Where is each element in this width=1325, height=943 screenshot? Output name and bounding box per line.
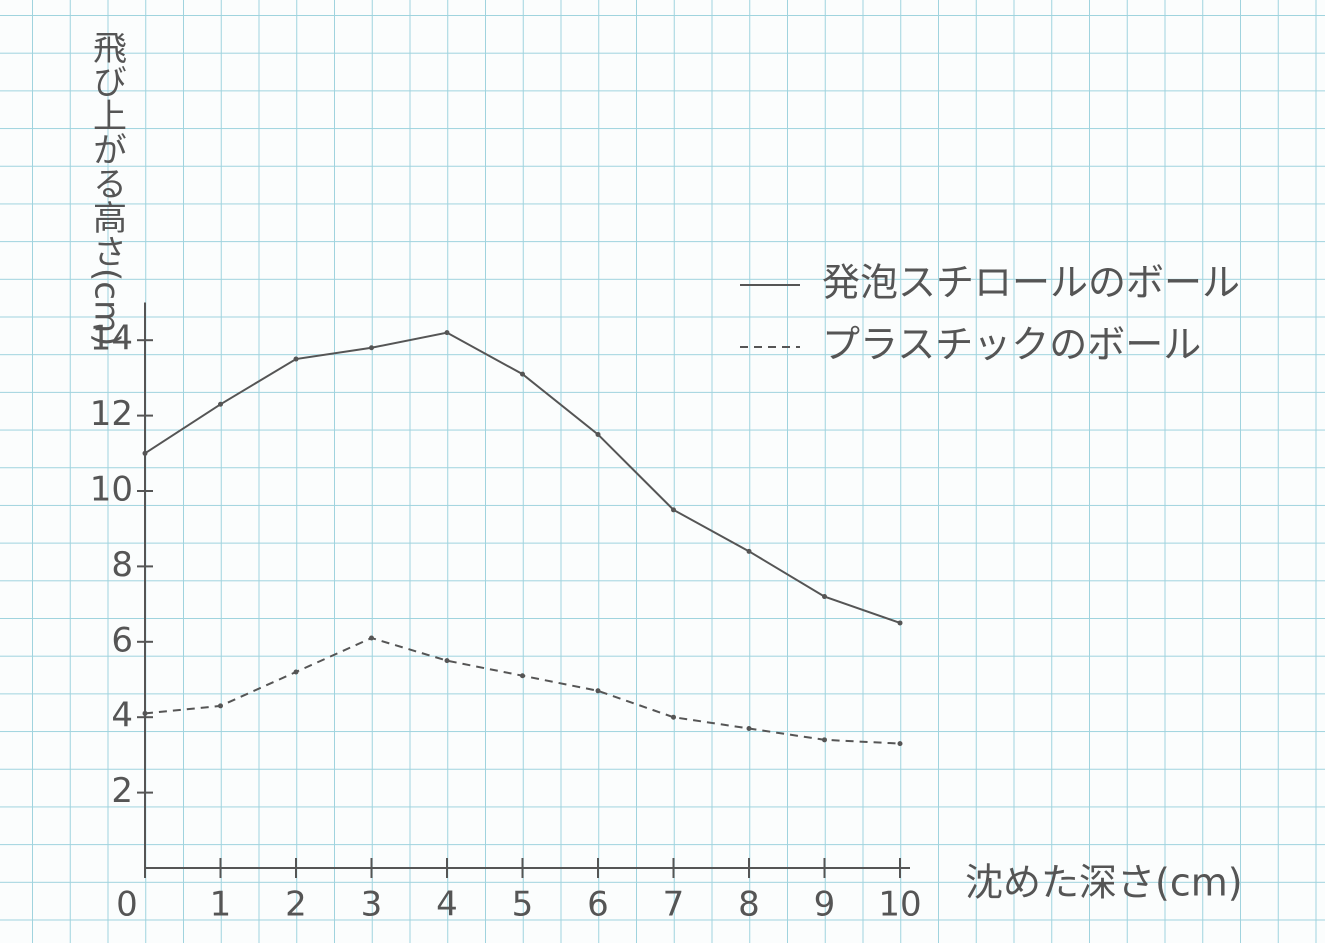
- y-tick-label: 12: [90, 394, 133, 434]
- x-tick-label: 3: [361, 885, 383, 925]
- point: [369, 635, 374, 641]
- x-tick-label: 10: [878, 885, 921, 925]
- x-tick-label: 7: [663, 885, 685, 925]
- point: [369, 345, 374, 351]
- y-tick-label: 6: [111, 620, 133, 660]
- x-tick-label: 5: [512, 885, 534, 925]
- y-tick-label: 8: [111, 545, 133, 585]
- x-tick-label: 9: [814, 885, 836, 925]
- y-axis-label: 飛び上がる高さ(cm): [87, 30, 127, 346]
- point: [595, 688, 601, 694]
- point: [293, 356, 299, 362]
- point: [520, 371, 525, 377]
- y-tick-label: 4: [111, 696, 133, 736]
- point: [897, 620, 903, 626]
- point: [671, 507, 676, 513]
- x-tick-label: 2: [285, 885, 307, 925]
- point: [444, 330, 450, 336]
- point: [822, 737, 827, 743]
- point: [671, 714, 676, 720]
- point: [142, 450, 148, 456]
- x-tick-label: 6: [587, 885, 609, 925]
- point: [520, 673, 525, 679]
- legend-label: プラスチックのボール: [822, 323, 1201, 367]
- x-tick-label: 1: [210, 885, 232, 925]
- point: [746, 548, 752, 554]
- legend-label: 発泡スチロールのボール: [822, 261, 1240, 305]
- x-axis-label: 沈めた深さ(cm): [965, 861, 1243, 905]
- x-tick-label: 4: [436, 885, 458, 925]
- point: [897, 741, 903, 747]
- y-tick-label: 10: [90, 470, 133, 510]
- x-tick-label: 0: [116, 885, 138, 925]
- point: [293, 669, 299, 675]
- y-tick-label: 14: [90, 319, 133, 359]
- x-tick-label: 8: [738, 885, 760, 925]
- point: [218, 401, 223, 407]
- point: [142, 710, 148, 716]
- point: [444, 658, 450, 664]
- point: [746, 726, 752, 732]
- y-tick-label: 2: [111, 771, 133, 811]
- point: [218, 703, 223, 709]
- point: [595, 431, 601, 437]
- series-line: [144, 636, 901, 745]
- point: [822, 594, 827, 600]
